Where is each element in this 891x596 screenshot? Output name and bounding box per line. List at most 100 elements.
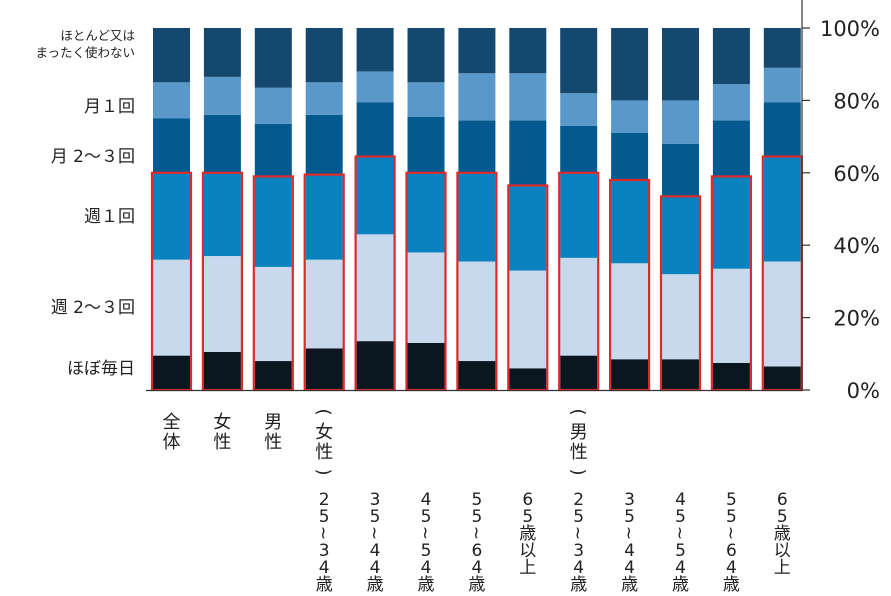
label-char: 5 <box>675 507 686 527</box>
bar-segment-7-series-4 <box>458 120 496 173</box>
bar-segment-12-series-3 <box>712 176 750 269</box>
label-char: 歳 <box>723 575 740 595</box>
bar-segment-10-series-4 <box>611 132 649 181</box>
label-char: 4 <box>573 558 584 578</box>
label-char: ~ <box>364 526 384 540</box>
y-tick-label: 80% <box>833 89 880 113</box>
label-char: 4 <box>624 558 635 578</box>
label-char: 5 <box>675 541 686 561</box>
bar-segment-13-series-6 <box>763 28 801 68</box>
label-char: 性 <box>570 442 588 463</box>
label-char: ) <box>568 468 589 475</box>
bar-segment-9-series-1 <box>560 355 598 390</box>
label-char: 女 <box>213 412 231 433</box>
label-char: 男 <box>264 412 282 433</box>
legend-entry: ほとんど又は <box>60 28 135 43</box>
label-char: 4 <box>675 490 686 510</box>
bar-segment-6-series-6 <box>407 28 445 83</box>
label-char: 5 <box>471 490 482 510</box>
label-char: 歳 <box>316 575 333 595</box>
label-char: 5 <box>573 507 584 527</box>
label-char: 上 <box>519 558 536 578</box>
age-category-label: 25~34歳 <box>313 490 333 595</box>
label-char: ~ <box>568 526 588 540</box>
label-char: 男 <box>570 422 588 443</box>
label-char: 5 <box>777 507 788 527</box>
bar-segment-11-series-1 <box>662 359 699 390</box>
age-category-label: 55~64歳 <box>466 490 486 595</box>
y-axis: 0% 20% 40% 60% 80% 100% <box>146 0 880 403</box>
bar-segment-1-series-1 <box>153 355 190 390</box>
bar-segment-4-series-4 <box>305 114 343 175</box>
bar-segment-5-series-3 <box>356 156 394 235</box>
bar-segment-2-series-1 <box>203 351 241 390</box>
label-char: 6 <box>522 490 533 510</box>
label-char: ~ <box>466 526 486 540</box>
age-category-label: 25~34歳 <box>568 490 588 595</box>
bars-layer <box>153 28 801 390</box>
bar-segment-8-series-6 <box>509 28 547 74</box>
label-char: 歳 <box>519 524 536 544</box>
bar-segment-5-series-4 <box>356 102 394 157</box>
label-char: 6 <box>777 490 788 510</box>
label-char: 5 <box>726 507 737 527</box>
bar-segment-6-series-2 <box>407 252 445 343</box>
category-group-label: 女性 <box>213 412 231 453</box>
label-char: 4 <box>370 541 381 561</box>
bar-segment-6-series-3 <box>407 172 445 253</box>
bar-segment-13-series-2 <box>763 261 801 367</box>
label-char: 4 <box>421 490 432 510</box>
label-char: 性 <box>264 432 282 453</box>
bar-segment-4-series-2 <box>305 259 343 349</box>
bar-segment-4-series-6 <box>305 28 343 83</box>
label-char: ~ <box>415 526 435 540</box>
label-char: 歳 <box>468 575 485 595</box>
category-group-label: 全体 <box>163 412 181 453</box>
y-tick-label: 60% <box>833 162 880 186</box>
legend-entry: まったく使わない <box>35 45 135 60</box>
bar-segment-11-series-6 <box>662 28 699 101</box>
bar-segment-9-series-6 <box>560 28 598 94</box>
label-char: 歳 <box>570 575 587 595</box>
bar-segment-8-series-1 <box>509 368 547 390</box>
label-char: ~ <box>720 526 740 540</box>
label-char: ( <box>568 408 589 415</box>
label-char: 4 <box>471 558 482 578</box>
bar-segment-7-series-3 <box>458 172 496 262</box>
bar-segment-12-series-6 <box>712 28 750 85</box>
bar-segment-7-series-1 <box>458 361 496 390</box>
bar-segment-13-series-1 <box>763 366 801 390</box>
bar-segment-9-series-4 <box>560 125 598 173</box>
legend-entry: 月 2〜３回 <box>51 147 135 167</box>
label-char: 歳 <box>418 575 435 595</box>
label-char: 上 <box>774 558 791 578</box>
label-char: 5 <box>370 507 381 527</box>
y-tick-label: 0% <box>847 379 880 403</box>
bar-segment-10-series-5 <box>611 100 649 133</box>
bar-segment-9-series-5 <box>560 93 598 126</box>
bar-segment-1-series-5 <box>153 82 190 119</box>
label-char: 以 <box>774 541 791 561</box>
x-axis-labels: 全体女性男性(女性)(男性)25~34歳35~44歳45~54歳55~64歳65… <box>163 408 791 595</box>
label-char: ~ <box>313 526 333 540</box>
label-char: ~ <box>670 526 690 540</box>
label-char: 歳 <box>367 575 384 595</box>
label-char: 2 <box>573 490 584 510</box>
label-char: 5 <box>522 507 533 527</box>
bar-segment-6-series-1 <box>407 342 445 390</box>
bar-segment-3-series-1 <box>254 361 292 390</box>
bar-segment-2-series-5 <box>203 76 241 115</box>
age-category-label: 45~54歳 <box>415 490 435 595</box>
label-char: 2 <box>319 490 330 510</box>
bar-segment-11-series-2 <box>662 274 699 360</box>
category-group-label: ( 男性) <box>568 408 589 475</box>
bar-segment-7-series-2 <box>458 261 496 362</box>
bar-segment-10-series-6 <box>611 28 649 101</box>
bar-segment-8-series-5 <box>509 73 547 121</box>
bar-segment-4-series-3 <box>305 174 343 260</box>
bar-segment-12-series-4 <box>712 120 750 177</box>
bar-segment-2-series-4 <box>203 114 241 173</box>
